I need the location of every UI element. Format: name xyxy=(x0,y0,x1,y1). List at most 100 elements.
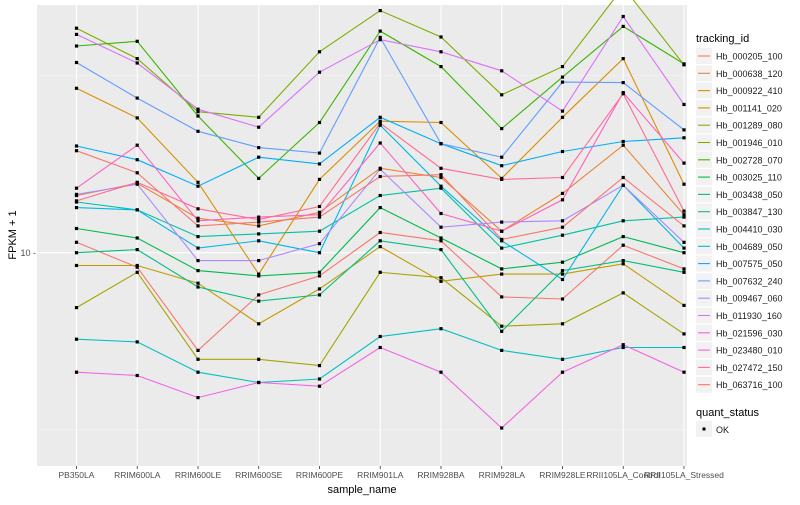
data-point xyxy=(560,357,565,361)
data-point xyxy=(196,219,200,223)
data-point xyxy=(500,69,504,73)
data-point xyxy=(682,267,686,271)
data-point xyxy=(621,262,625,266)
data-point xyxy=(257,146,261,150)
data-point xyxy=(257,176,261,180)
legend-label: Hb_000205_100 xyxy=(716,52,783,62)
data-point xyxy=(439,279,443,283)
data-point xyxy=(317,177,322,181)
data-point xyxy=(74,370,79,374)
data-point xyxy=(196,107,200,111)
data-point xyxy=(317,151,322,155)
data-point xyxy=(378,119,382,123)
data-point xyxy=(378,245,382,249)
data-point xyxy=(621,183,625,187)
data-point xyxy=(682,209,686,213)
legend-item: Hb_009467_060 xyxy=(696,290,783,307)
data-point xyxy=(135,57,139,61)
data-point xyxy=(439,65,443,69)
legend-item: Hb_003025_110 xyxy=(696,169,782,186)
x-tick-label: RRIM600LE xyxy=(175,470,222,480)
data-point xyxy=(317,213,322,217)
data-point xyxy=(439,236,443,240)
data-point xyxy=(74,26,79,30)
data-point xyxy=(135,96,139,100)
data-point xyxy=(317,120,322,125)
data-point xyxy=(257,125,261,129)
data-point xyxy=(378,345,382,350)
data-point xyxy=(135,208,139,212)
legend-label: Hb_027472_150 xyxy=(716,363,783,373)
data-point xyxy=(500,177,504,181)
data-point xyxy=(196,259,200,263)
data-point xyxy=(196,357,200,361)
legend-item: Hb_063716_100 xyxy=(696,376,783,393)
data-point xyxy=(500,229,504,233)
data-point xyxy=(560,115,565,119)
data-point xyxy=(500,267,504,271)
data-point xyxy=(257,215,261,219)
data-point xyxy=(560,260,565,264)
data-point xyxy=(500,127,504,131)
data-point xyxy=(74,192,79,196)
data-point xyxy=(74,206,79,210)
data-point xyxy=(500,237,504,241)
x-tick-label: RRIM901LA xyxy=(357,470,404,480)
data-point xyxy=(317,204,322,209)
plot-panel xyxy=(37,5,687,466)
data-point xyxy=(74,337,79,341)
data-point xyxy=(74,32,79,36)
data-point xyxy=(560,80,565,84)
legend-label: Hb_011930_160 xyxy=(716,311,782,321)
legend-label: Hb_009467_060 xyxy=(716,294,783,304)
data-point xyxy=(682,270,686,274)
data-point xyxy=(500,426,504,430)
data-point xyxy=(560,175,565,180)
legend-item: Hb_027472_150 xyxy=(696,359,783,376)
data-point xyxy=(621,175,625,180)
data-point xyxy=(257,218,261,222)
data-point xyxy=(439,166,443,170)
legend-status-title: quant_status xyxy=(696,407,759,419)
data-point xyxy=(621,92,625,96)
data-point xyxy=(560,198,565,202)
x-tick-label: RRIM600LA xyxy=(114,470,161,480)
legend-label: Hb_001289_080 xyxy=(716,121,783,131)
legend-label: Hb_002728_070 xyxy=(716,155,783,165)
data-point xyxy=(621,235,625,239)
data-point xyxy=(560,233,565,237)
data-point xyxy=(378,334,382,339)
data-point xyxy=(196,246,200,250)
data-point xyxy=(439,327,443,331)
data-point xyxy=(439,276,443,280)
data-point xyxy=(682,345,686,350)
data-point xyxy=(74,60,79,65)
data-point xyxy=(621,219,625,223)
data-point xyxy=(317,384,322,388)
data-point xyxy=(439,184,443,188)
x-tick-label: RRIM600PE xyxy=(296,470,344,480)
data-point xyxy=(560,149,565,154)
data-point xyxy=(560,65,565,69)
x-tick-label: RRIM600SE xyxy=(235,470,283,480)
legend: tracking_id Hb_000205_100Hb_000638_120Hb… xyxy=(696,33,783,437)
data-point xyxy=(500,295,504,299)
data-point xyxy=(378,206,382,210)
data-point xyxy=(500,93,504,97)
data-point xyxy=(439,211,443,216)
data-point xyxy=(74,186,79,190)
data-point xyxy=(135,270,139,274)
data-point xyxy=(135,116,139,120)
data-point xyxy=(560,191,565,195)
data-point xyxy=(378,38,382,42)
data-point xyxy=(560,75,565,79)
x-tick-label: RRIM928BA xyxy=(417,470,465,480)
data-point xyxy=(196,180,200,184)
legend-item: Hb_001289_080 xyxy=(696,117,783,134)
data-point xyxy=(257,155,261,159)
legend-label: Hb_003438_050 xyxy=(716,190,783,200)
legend-label: Hb_007575_050 xyxy=(716,259,783,269)
legend-label: Hb_004689_050 xyxy=(716,242,783,252)
